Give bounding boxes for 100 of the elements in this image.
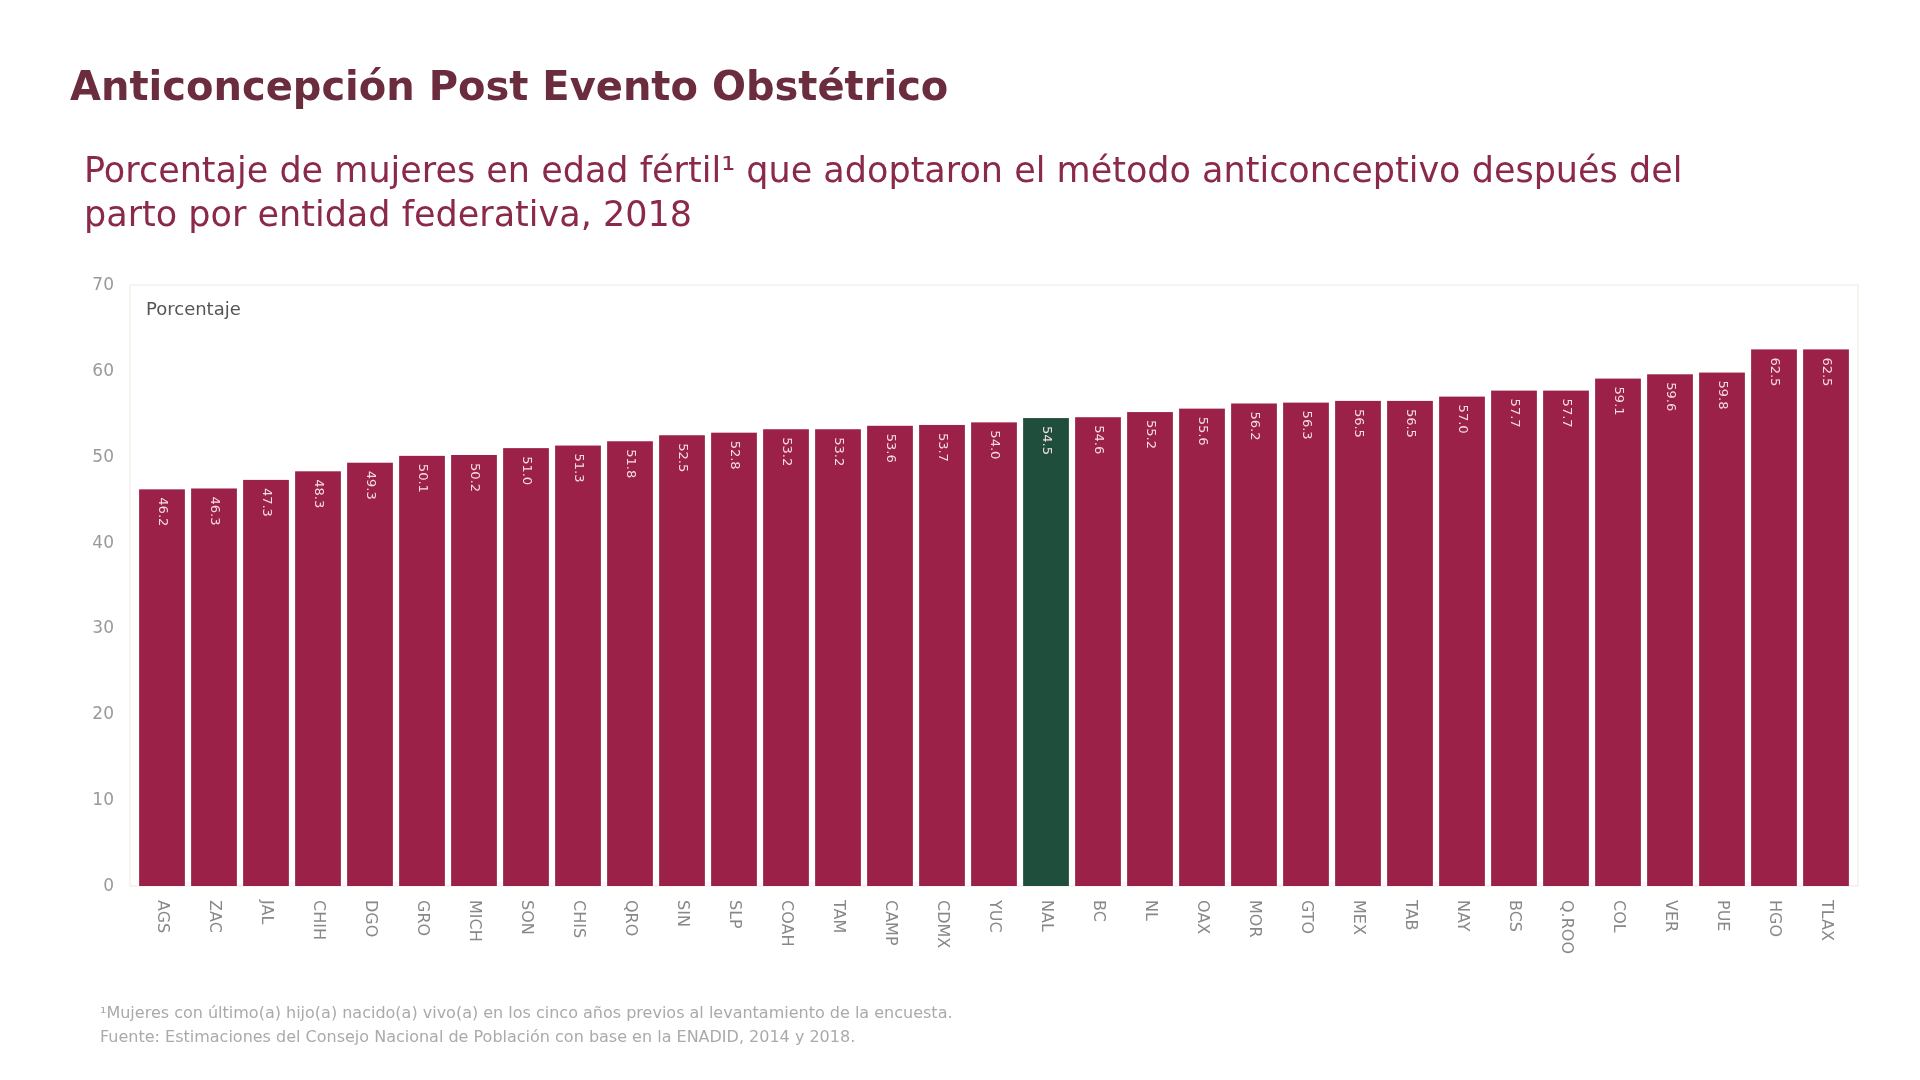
y-tick-label: 10 <box>92 789 114 810</box>
data-label: 53.7 <box>935 432 951 462</box>
bar <box>1023 418 1069 886</box>
x-tick-label: MICH <box>465 900 485 942</box>
data-label: 50.1 <box>415 463 431 493</box>
data-label: 52.8 <box>727 440 743 470</box>
x-tick-label: SLP <box>725 900 745 930</box>
data-label: 52.5 <box>675 443 691 473</box>
y-tick-label: 40 <box>92 531 114 552</box>
data-label: 51.8 <box>623 449 639 479</box>
y-tick-label: 0 <box>103 875 114 895</box>
data-label: 59.8 <box>1715 380 1731 410</box>
bar <box>347 462 393 886</box>
x-tick-label: MOR <box>1245 900 1265 938</box>
data-label: 57.7 <box>1559 398 1575 428</box>
data-label: 46.2 <box>155 497 171 527</box>
x-tick-label: ZAC <box>205 900 225 933</box>
data-label: 47.3 <box>259 487 275 517</box>
data-label: 56.5 <box>1351 408 1367 438</box>
bar <box>711 432 757 886</box>
x-tick-label: YUC <box>985 899 1005 933</box>
bar <box>243 479 289 886</box>
x-tick-label: COAH <box>777 900 797 947</box>
bar <box>971 422 1017 886</box>
data-label: 53.6 <box>883 433 899 463</box>
x-tick-label: MEX <box>1349 900 1369 935</box>
bar <box>1647 374 1693 886</box>
x-tick-label: DGO <box>361 900 381 938</box>
bar <box>399 455 445 886</box>
x-tick-label: VER <box>1661 900 1681 933</box>
bar <box>1335 400 1381 886</box>
data-label: 59.6 <box>1663 382 1679 412</box>
x-tick-label: TAM <box>829 899 849 934</box>
x-tick-label: TLAX <box>1817 899 1837 941</box>
bar <box>1075 417 1121 886</box>
x-tick-label: NAY <box>1453 900 1473 932</box>
bar <box>1231 403 1277 886</box>
bar <box>191 488 237 886</box>
data-label: 55.6 <box>1195 416 1211 446</box>
data-label: 50.2 <box>467 463 483 492</box>
data-label: 54.6 <box>1091 425 1107 455</box>
bar <box>1179 408 1225 886</box>
bar <box>1699 372 1745 886</box>
y-tick-label: 30 <box>92 617 114 638</box>
chart-title: Anticoncepción Post Evento Obstétrico <box>70 63 949 109</box>
x-tick-label: OAX <box>1193 900 1213 935</box>
data-label: 53.2 <box>831 437 847 467</box>
x-tick-label: GRO <box>413 900 433 937</box>
x-tick-label: HGO <box>1765 900 1785 938</box>
bar <box>503 448 549 886</box>
bar <box>763 429 809 886</box>
data-label: 56.5 <box>1403 408 1419 438</box>
x-tick-label: GTO <box>1297 900 1317 935</box>
y-tick-label: 50 <box>92 445 114 466</box>
x-tick-label: CDMX <box>933 900 953 949</box>
data-label: 62.5 <box>1819 357 1835 387</box>
data-label: 48.3 <box>311 479 327 509</box>
x-tick-label: SON <box>517 900 537 935</box>
bar <box>659 435 705 886</box>
x-tick-label: JAL <box>257 899 277 925</box>
bar <box>1127 412 1173 886</box>
bar <box>1595 378 1641 886</box>
data-label: 56.3 <box>1299 410 1315 440</box>
x-tick-label: QRO <box>621 900 641 937</box>
data-label: 51.0 <box>519 456 535 486</box>
data-label: 57.0 <box>1455 404 1471 434</box>
bar <box>1439 396 1485 886</box>
x-tick-label: Q.ROO <box>1557 900 1577 954</box>
x-tick-label: AGS <box>153 900 173 934</box>
x-tick-label: NL <box>1141 900 1161 921</box>
y-tick-label: 70 <box>92 274 114 294</box>
source-note: Fuente: Estimaciones del Consejo Nacional de Población con base en la ENADID, 2014 y 2018. <box>100 1027 856 1046</box>
bar <box>1387 400 1433 886</box>
x-tick-label: COL <box>1609 900 1629 933</box>
bar <box>1491 390 1537 886</box>
data-label: 55.2 <box>1143 420 1159 450</box>
bar <box>1803 349 1849 886</box>
y-axis-title: Porcentaje <box>146 298 241 319</box>
x-tick-label: CHIH <box>309 900 329 940</box>
x-tick-label: NAL <box>1037 900 1057 932</box>
text: ¹Mujeres con último(a) hijo(a) nacido(a) vivo(a) en los cinco años previos al levantamiento de la encuesta. <box>100 1003 953 1022</box>
bar <box>295 471 341 886</box>
bar <box>607 441 653 886</box>
bar <box>1543 390 1589 886</box>
data-label: 46.3 <box>207 496 223 526</box>
x-tick-label: BCS <box>1505 900 1525 933</box>
x-tick-label: CHIS <box>569 900 589 939</box>
data-label: 56.2 <box>1247 411 1263 441</box>
y-tick-label: 60 <box>92 359 114 380</box>
x-tick-label: PUE <box>1713 900 1733 932</box>
y-tick-label: 20 <box>92 703 114 724</box>
data-label: 51.3 <box>571 453 587 483</box>
data-label: 49.3 <box>363 470 379 500</box>
bar <box>451 455 497 886</box>
data-label: 53.2 <box>779 437 795 467</box>
x-tick-label: SIN <box>673 900 693 927</box>
chart-subtitle: Porcentaje de mujeres en edad fértil¹ que adoptaron el método anticonceptivo después del parto por entidad federativa, 2018 <box>84 149 1684 236</box>
x-tick-label: TAB <box>1401 899 1421 931</box>
bar <box>867 425 913 886</box>
data-label: 54.5 <box>1039 426 1055 456</box>
